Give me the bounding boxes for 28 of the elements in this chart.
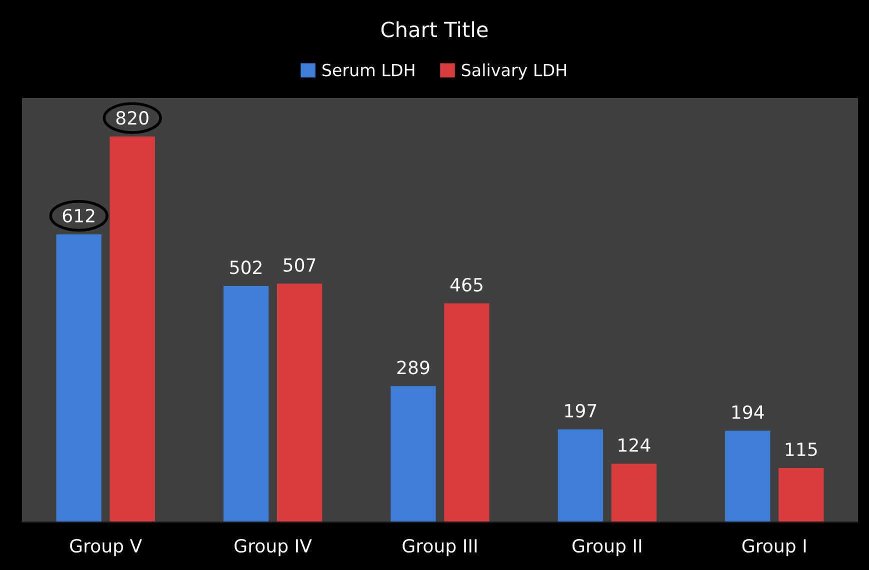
data-label: 289 <box>397 360 430 374</box>
bar <box>56 234 102 522</box>
chart-title: Chart Title <box>381 21 488 38</box>
data-label: 612 <box>62 208 94 222</box>
bar <box>778 468 824 522</box>
data-label: 115 <box>786 442 817 456</box>
bar <box>390 386 436 522</box>
data-label: 197 <box>565 404 596 418</box>
data-label: 820 <box>116 111 148 125</box>
x-tick-label: Group I <box>742 538 806 556</box>
bar <box>725 430 770 522</box>
bar <box>558 429 604 522</box>
legend-label: Serum LDH <box>322 64 414 76</box>
data-label: 502 <box>230 260 262 274</box>
x-tick-label: Group III <box>402 538 477 556</box>
legend-label: Salivary LDH <box>462 63 566 80</box>
bar <box>611 464 657 522</box>
data-label: 194 <box>732 405 764 419</box>
data-label: 124 <box>618 438 650 452</box>
bar <box>223 286 269 522</box>
bar <box>276 284 322 522</box>
data-label: 465 <box>450 278 482 292</box>
x-tick-label: Group IV <box>234 538 312 556</box>
x-tick-label: Group V <box>70 538 142 556</box>
data-label: 507 <box>284 258 316 272</box>
x-tick-label: Group II <box>572 538 642 556</box>
bar <box>110 136 155 522</box>
bar <box>444 303 490 522</box>
